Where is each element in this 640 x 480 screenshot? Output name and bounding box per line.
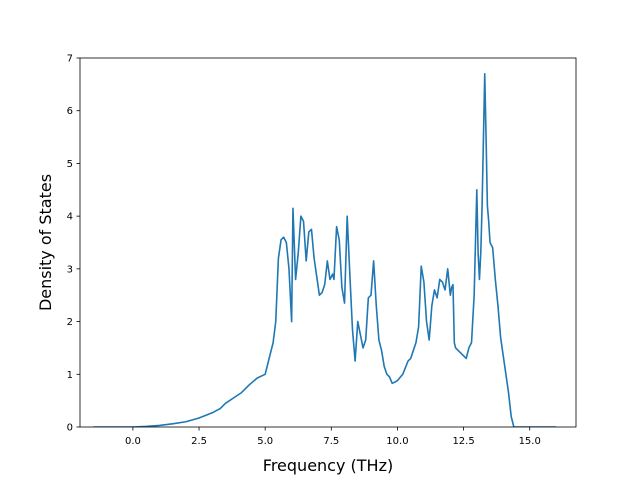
- x-axis-ticks: 0.0 2.5 5.0 7.5 10.0 12.5 15.0: [125, 427, 541, 447]
- y-tick-label: 6: [67, 106, 73, 117]
- y-tick-label: 1: [67, 370, 73, 381]
- y-tick-label: 0: [67, 423, 73, 434]
- x-tick-label: 10.0: [386, 436, 408, 447]
- plot-frame: [79, 57, 577, 428]
- y-tick-label: 4: [67, 212, 73, 223]
- x-tick-label: 2.5: [191, 436, 207, 447]
- plot-area: [93, 73, 557, 427]
- x-tick-label: 5.0: [257, 436, 273, 447]
- y-axis-ticks: 0 1 2 3 4 5 6 7: [67, 54, 80, 434]
- x-axis-label: Frequency (THz): [263, 456, 393, 475]
- x-tick-label: 0.0: [125, 436, 141, 447]
- y-tick-label: 5: [67, 159, 73, 170]
- dos-series-line: [93, 73, 557, 427]
- x-tick-label: 7.5: [323, 436, 339, 447]
- y-tick-label: 2: [67, 317, 73, 328]
- y-tick-label: 3: [67, 264, 73, 275]
- x-tick-label: 12.5: [452, 436, 474, 447]
- x-tick-label: 15.0: [519, 436, 541, 447]
- y-tick-label: 7: [67, 54, 73, 65]
- y-axis-label: Density of States: [36, 174, 55, 311]
